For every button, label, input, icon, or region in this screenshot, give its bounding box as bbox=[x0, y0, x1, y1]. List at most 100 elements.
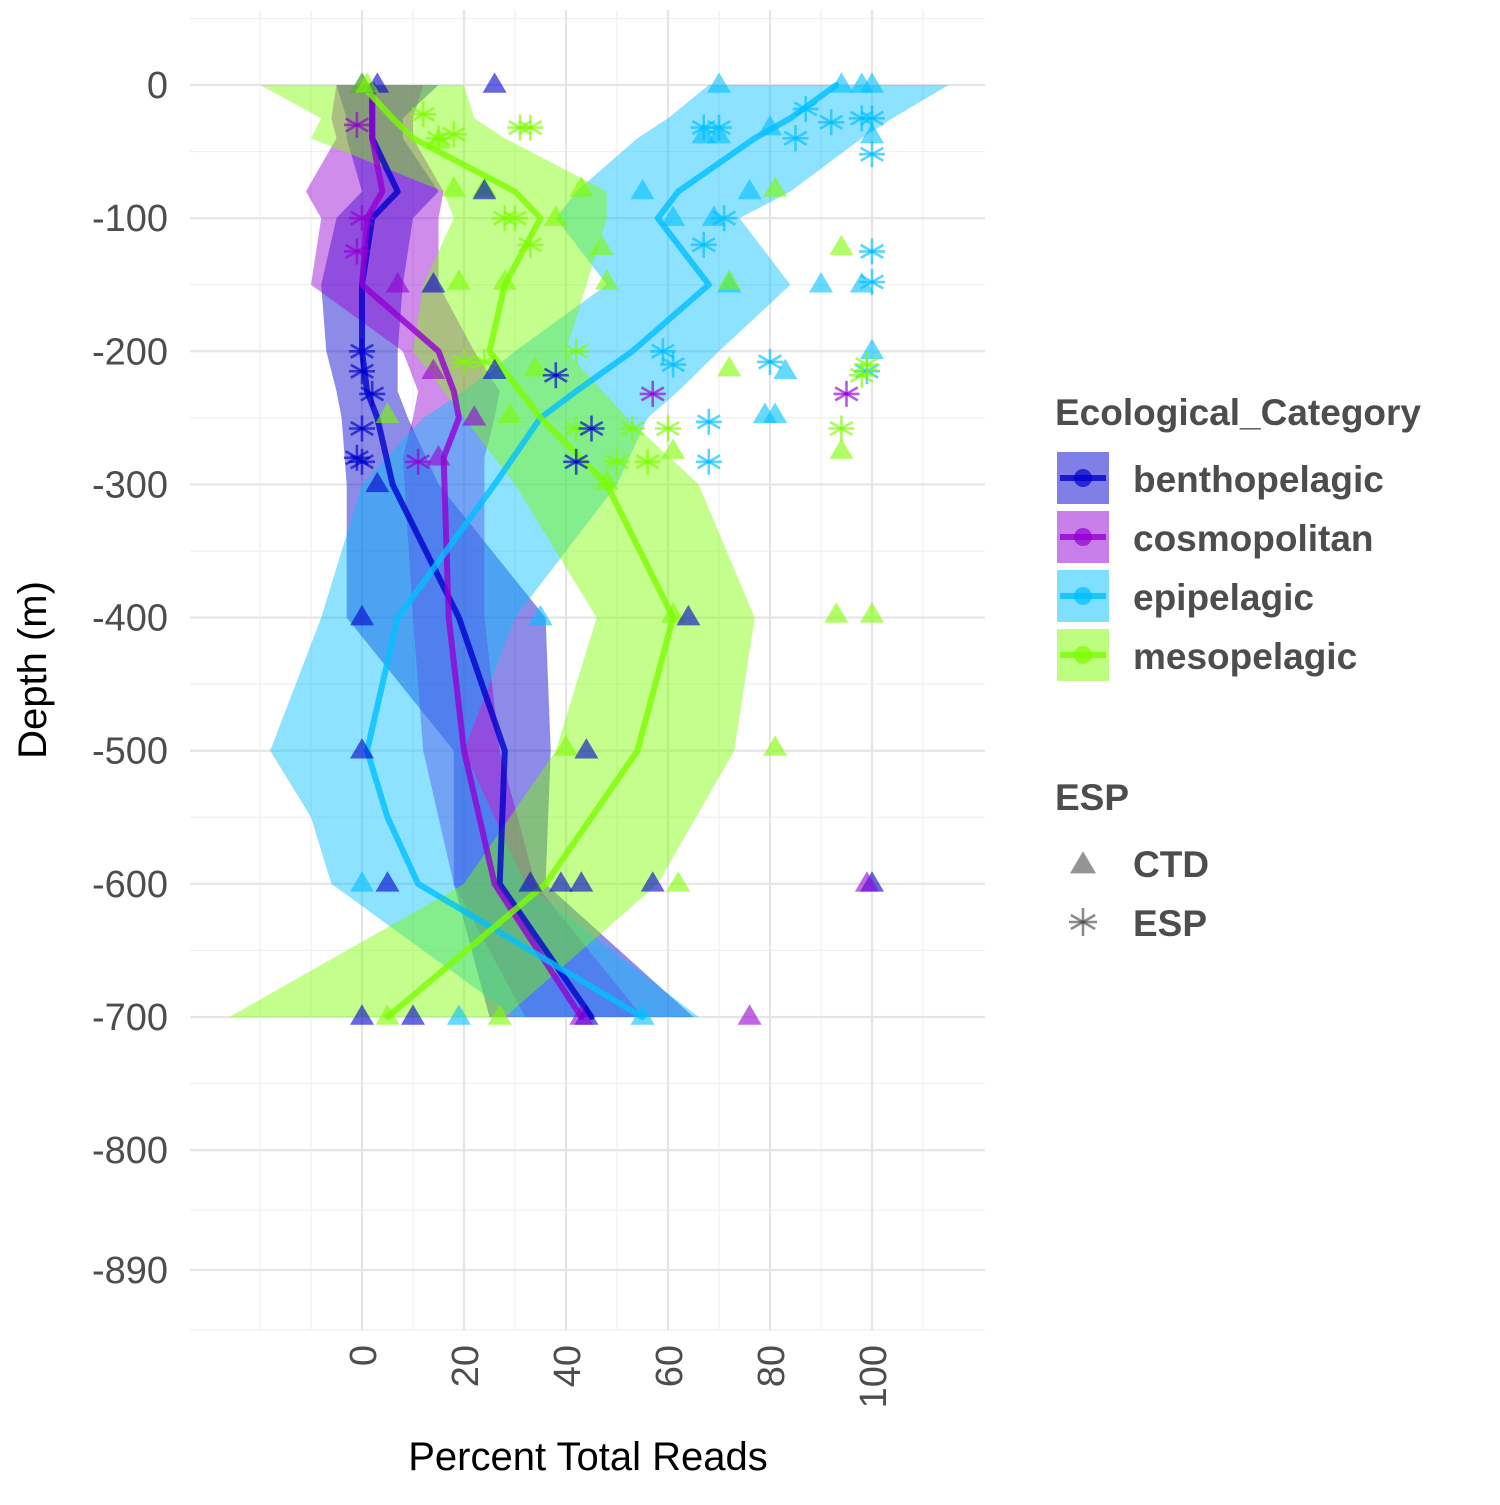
confidence-bands bbox=[229, 85, 949, 1017]
point-benthopelagic-triangle bbox=[365, 471, 390, 493]
legend-label-mesopelagic: mesopelagic bbox=[1133, 636, 1357, 677]
point-cosmopolitan-asterisk bbox=[639, 380, 666, 407]
y-tick-label: -800 bbox=[92, 1130, 168, 1172]
point-benthopelagic-asterisk bbox=[359, 380, 386, 407]
point-epipelagic-triangle bbox=[630, 1004, 655, 1025]
point-cosmopolitan-asterisk bbox=[343, 111, 370, 138]
band-mesopelagic bbox=[229, 85, 755, 1017]
point-benthopelagic-triangle bbox=[518, 871, 543, 892]
point-mesopelagic-triangle bbox=[717, 269, 742, 290]
tick-labels: 0 -100 -200 -300 -400 -500 -600 -700 -800 -890 0 20… bbox=[92, 65, 895, 1408]
point-benthopelagic-asterisk bbox=[542, 362, 569, 389]
point-mesopelagic-triangle bbox=[441, 176, 466, 197]
point-cosmopolitan-triangle bbox=[854, 871, 879, 892]
y-tick-label: -600 bbox=[92, 864, 168, 906]
point-cosmopolitan-asterisk bbox=[833, 380, 860, 407]
x-tick-label: 0 bbox=[343, 1345, 385, 1366]
point-cosmopolitan-asterisk bbox=[405, 448, 432, 475]
point-epipelagic-asterisk bbox=[859, 238, 885, 265]
point-mesopelagic-triangle bbox=[666, 871, 691, 892]
point-epipelagic-asterisk bbox=[859, 141, 885, 168]
point-epipelagic-asterisk bbox=[711, 205, 738, 232]
point-mesopelagic-asterisk bbox=[517, 114, 544, 141]
point-mesopelagic-triangle bbox=[763, 176, 788, 197]
point-epipelagic-triangle bbox=[773, 358, 798, 380]
y-tick-label: 0 bbox=[147, 65, 168, 107]
point-mesopelagic-triangle bbox=[355, 72, 380, 93]
point-epipelagic-asterisk bbox=[660, 351, 687, 378]
point-cosmopolitan-triangle bbox=[737, 1004, 762, 1025]
point-cosmopolitan-asterisk bbox=[349, 205, 375, 232]
point-epipelagic-triangle bbox=[829, 72, 854, 93]
point-epipelagic-triangle bbox=[707, 72, 731, 93]
point-epipelagic-asterisk bbox=[859, 105, 885, 132]
point-benthopelagic-asterisk bbox=[578, 415, 605, 442]
point-benthopelagic-triangle bbox=[472, 178, 497, 200]
legend: Ecological_Category benthopelagic cosmopol… bbox=[1055, 392, 1421, 944]
point-epipelagic-triangle bbox=[809, 272, 833, 293]
point-mesopelagic-triangle bbox=[543, 205, 568, 226]
point-mesopelagic-triangle bbox=[824, 602, 849, 623]
point-benthopelagic-triangle bbox=[574, 738, 599, 759]
point-mesopelagic-triangle bbox=[554, 735, 578, 756]
line-epipelagic bbox=[364, 82, 840, 1020]
line-cosmopolitan bbox=[359, 82, 585, 1020]
point-cosmopolitan-asterisk bbox=[343, 238, 370, 265]
legend-label-ESP: ESP bbox=[1133, 903, 1207, 944]
point-epipelagic-triangle bbox=[661, 205, 686, 226]
point-mesopelagic-triangle bbox=[426, 128, 451, 149]
point-mesopelagic-triangle bbox=[487, 1004, 512, 1025]
point-mesopelagic-asterisk bbox=[604, 448, 630, 475]
point-benthopelagic-triangle bbox=[350, 1004, 374, 1025]
point-benthopelagic-triangle bbox=[350, 738, 374, 759]
y-tick-label: -890 bbox=[92, 1250, 168, 1292]
point-epipelagic-triangle bbox=[707, 122, 731, 144]
data-points bbox=[343, 72, 885, 1025]
point-mesopelagic-triangle bbox=[375, 402, 400, 423]
point-mesopelagic-triangle bbox=[763, 735, 788, 756]
y-tick-label: -100 bbox=[92, 198, 168, 240]
point-benthopelagic-triangle bbox=[421, 272, 446, 293]
point-mesopelagic-triangle bbox=[661, 602, 686, 623]
band-cosmopolitan bbox=[305, 85, 643, 1017]
point-mesopelagic-asterisk bbox=[828, 415, 855, 442]
point-benthopelagic-asterisk bbox=[349, 448, 375, 475]
x-tick-label: 20 bbox=[445, 1345, 487, 1387]
y-tick-label: -300 bbox=[92, 464, 168, 506]
point-epipelagic-asterisk bbox=[782, 125, 809, 152]
legend-label-cosmopolitan: cosmopolitan bbox=[1133, 518, 1374, 559]
y-tick-label: -400 bbox=[92, 598, 168, 640]
point-cosmopolitan-triangle bbox=[462, 405, 487, 426]
legend-key-asterisk bbox=[1069, 908, 1097, 936]
point-epipelagic-asterisk bbox=[792, 95, 819, 122]
point-benthopelagic-asterisk bbox=[563, 448, 590, 475]
legend-key-point-benthopelagic bbox=[1074, 469, 1092, 487]
point-epipelagic-asterisk bbox=[757, 348, 783, 375]
point-benthopelagic-triangle bbox=[401, 1004, 425, 1025]
x-tick-label: 40 bbox=[547, 1345, 589, 1387]
point-epipelagic-asterisk bbox=[695, 408, 722, 435]
point-mesopelagic-asterisk bbox=[619, 415, 646, 442]
point-mesopelagic-triangle bbox=[497, 402, 522, 423]
point-benthopelagic-triangle bbox=[375, 871, 400, 892]
point-mesopelagic-asterisk bbox=[634, 448, 661, 475]
legend-label-CTD: CTD bbox=[1133, 844, 1209, 885]
legend-key-point-mesopelagic bbox=[1074, 646, 1092, 664]
y-axis-title: Depth (m) bbox=[11, 581, 55, 759]
point-mesopelagic-asterisk bbox=[655, 415, 681, 442]
x-tick-label: 80 bbox=[751, 1345, 793, 1387]
point-benthopelagic-triangle bbox=[569, 871, 594, 892]
point-mesopelagic-asterisk bbox=[563, 338, 590, 365]
point-mesopelagic-triangle bbox=[589, 234, 614, 256]
point-epipelagic-asterisk bbox=[690, 231, 717, 258]
point-mesopelagic-asterisk bbox=[451, 348, 477, 375]
point-mesopelagic-triangle bbox=[661, 438, 686, 459]
point-cosmopolitan-triangle bbox=[426, 445, 451, 466]
point-epipelagic-triangle bbox=[860, 338, 884, 360]
point-mesopelagic-triangle bbox=[594, 469, 619, 490]
point-epipelagic-triangle bbox=[860, 72, 884, 93]
point-mesopelagic-triangle bbox=[492, 269, 517, 290]
band-epipelagic bbox=[270, 85, 949, 1017]
point-epipelagic-triangle bbox=[763, 402, 788, 423]
